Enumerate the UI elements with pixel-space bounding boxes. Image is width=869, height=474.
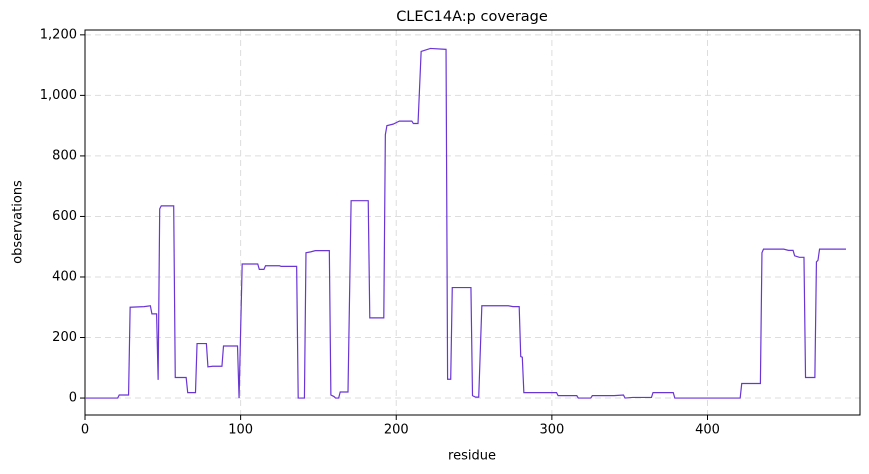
y-tick-label: 400 bbox=[52, 269, 77, 284]
x-tick-label: 400 bbox=[695, 423, 720, 438]
x-tick-label: 200 bbox=[384, 423, 409, 438]
x-tick-label: 300 bbox=[539, 423, 564, 438]
y-tick-label: 0 bbox=[69, 391, 77, 406]
x-tick-label: 0 bbox=[81, 423, 89, 438]
y-tick-label: 1,200 bbox=[40, 27, 77, 42]
y-tick-label: 1,000 bbox=[40, 88, 77, 103]
y-tick-label: 200 bbox=[52, 330, 77, 345]
x-axis-label: residue bbox=[448, 449, 496, 464]
plot-frame bbox=[84, 29, 861, 416]
line-series bbox=[85, 47, 846, 399]
y-tick-label: 800 bbox=[52, 148, 77, 163]
chart-title: CLEC14A:p coverage bbox=[396, 9, 548, 25]
y-tick-label: 600 bbox=[52, 209, 77, 224]
x-tick-label: 100 bbox=[228, 423, 253, 438]
y-axis-label: observations bbox=[11, 180, 26, 264]
